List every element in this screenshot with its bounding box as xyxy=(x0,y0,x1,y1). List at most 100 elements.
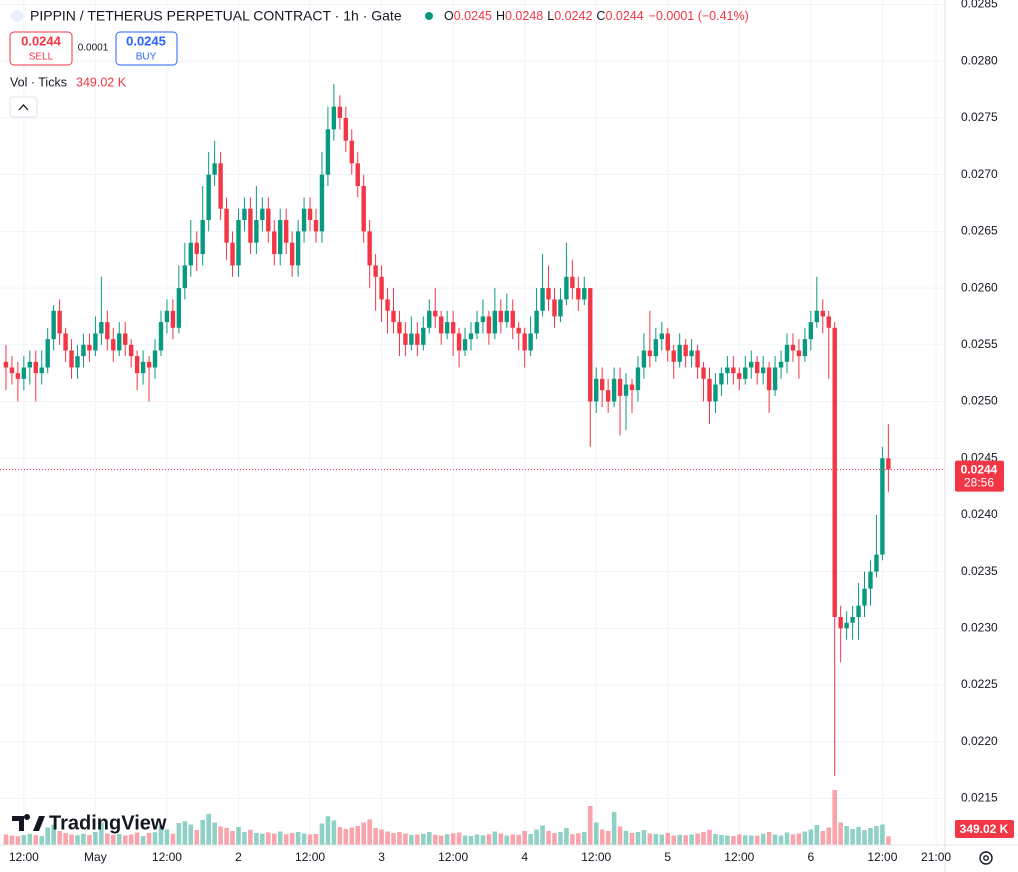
y-tick-label: 0.0265 xyxy=(961,224,998,238)
candle-body xyxy=(796,350,802,357)
y-tick-label: 0.0220 xyxy=(961,734,998,748)
y-tick-label: 0.0230 xyxy=(961,621,998,635)
volume-bar xyxy=(146,833,152,845)
x-tick-label: 12:00 xyxy=(724,850,754,864)
settings-button[interactable] xyxy=(979,851,993,865)
volume-bar xyxy=(820,831,826,845)
volume-bar xyxy=(307,834,313,845)
volume-bar xyxy=(87,835,92,845)
volume-bar xyxy=(134,832,140,845)
volume-bar xyxy=(397,832,402,845)
volume-bar xyxy=(75,835,80,845)
volume-bar xyxy=(122,835,128,845)
candle-body xyxy=(248,208,253,243)
brand-name: TradingView xyxy=(49,812,167,834)
volume-bar xyxy=(93,832,98,845)
candle-body xyxy=(266,208,271,232)
volume-bar xyxy=(510,834,516,845)
candle-body xyxy=(69,350,74,368)
candle-body xyxy=(164,310,170,323)
x-tick-label: 2 xyxy=(235,850,242,864)
volume-bar xyxy=(462,835,468,845)
candle-body xyxy=(665,333,670,351)
candle-body xyxy=(158,322,164,351)
volume-bar xyxy=(248,829,253,845)
candle-body xyxy=(295,231,301,266)
volume-bar xyxy=(880,824,885,845)
volume-bar xyxy=(653,834,659,845)
buy-label: BUY xyxy=(136,52,157,63)
candle-body xyxy=(570,276,575,289)
volume-bar xyxy=(379,829,384,845)
candle-body xyxy=(808,322,814,340)
candle-body xyxy=(397,322,402,334)
candle-body xyxy=(117,333,122,351)
candle-body xyxy=(719,373,724,385)
volume-bar xyxy=(617,826,623,845)
volume-bar xyxy=(325,816,331,845)
candle-body xyxy=(236,220,241,266)
volume-bar xyxy=(635,832,641,845)
sell-price: 0.0244 xyxy=(21,33,62,48)
candle-body xyxy=(355,163,360,187)
candle-body xyxy=(319,174,325,232)
candle-body xyxy=(278,220,283,255)
volume-bar xyxy=(295,832,301,845)
ohlc-value: 0.0245 xyxy=(454,9,492,23)
ohlc-legend: O0.0245 H0.0248 L0.0242 C0.0244 −0.0001 (−0.… xyxy=(444,9,749,23)
volume-bar xyxy=(850,829,855,845)
volume-tag-label: 349.02 K xyxy=(960,822,1009,836)
candle-body xyxy=(182,265,188,289)
candle-body xyxy=(874,554,879,572)
volume-bar xyxy=(576,833,581,845)
volume-bar xyxy=(784,832,790,845)
volume-bar xyxy=(874,826,879,845)
volume-bar xyxy=(33,835,39,845)
volume-bar xyxy=(754,835,760,845)
volume-value: 349.02 K xyxy=(76,75,127,89)
candle-body xyxy=(87,344,92,351)
candle-body xyxy=(766,367,772,391)
trade-buttons: 0.0244 SELL 0.0001 0.0245 BUY xyxy=(9,31,178,66)
countdown: 28:56 xyxy=(964,476,994,490)
volume-bar xyxy=(540,825,545,845)
candle-body xyxy=(134,356,140,374)
candle-body xyxy=(832,327,837,618)
volume-bar xyxy=(641,830,647,845)
candle-body xyxy=(522,333,527,351)
volume-bar xyxy=(301,833,307,845)
sell-label: SELL xyxy=(29,52,54,63)
volume-bar xyxy=(3,834,9,845)
candle-body xyxy=(421,327,426,345)
volume-bar xyxy=(415,834,420,845)
collapse-button[interactable] xyxy=(9,96,38,118)
volume-title: Vol · Ticks xyxy=(10,75,67,89)
volume-bar xyxy=(218,826,223,845)
volume-bar xyxy=(116,834,122,845)
candle-body xyxy=(81,344,86,357)
candle-body xyxy=(140,361,146,374)
candle-body xyxy=(200,220,205,255)
sell-button[interactable] xyxy=(9,31,73,66)
candle-body xyxy=(391,310,396,323)
candle-body xyxy=(701,367,706,379)
candle-body xyxy=(51,310,56,340)
candle-body xyxy=(57,310,62,334)
volume-bar xyxy=(826,827,832,845)
volume-bar xyxy=(665,833,671,845)
candle-body xyxy=(427,310,432,328)
volume-bar xyxy=(629,833,635,845)
candle-body xyxy=(379,276,384,300)
volume-bar xyxy=(737,834,742,845)
volume-bar xyxy=(564,828,569,845)
candles xyxy=(3,83,891,776)
candle-body xyxy=(689,350,694,357)
candle-body xyxy=(75,356,80,368)
candle-body xyxy=(272,231,277,255)
candle-body xyxy=(3,361,9,368)
candle-body xyxy=(301,208,307,232)
volume-bar xyxy=(689,834,694,845)
volume-bar xyxy=(39,836,45,845)
volume-bar xyxy=(110,834,116,845)
buy-button[interactable] xyxy=(115,31,178,66)
